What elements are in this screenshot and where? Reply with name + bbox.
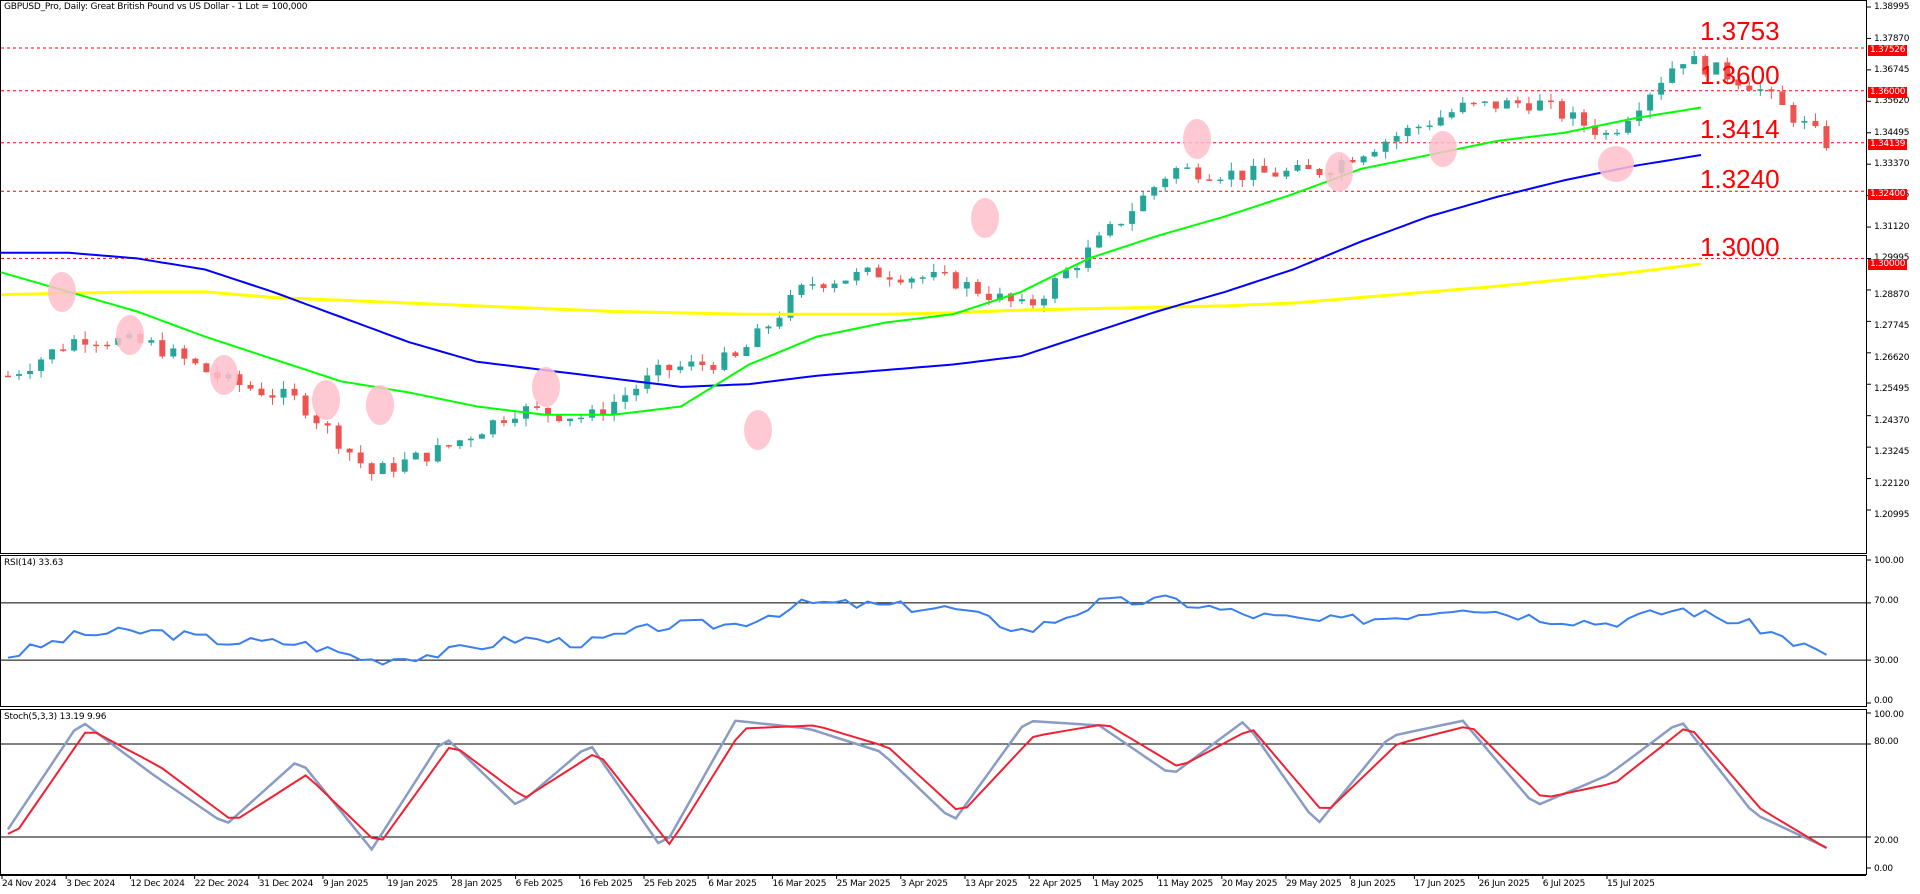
date-label: 19 Jan 2025	[387, 879, 438, 889]
date-label: 26 Jun 2025	[1478, 879, 1530, 889]
date-label: 24 Nov 2024	[2, 879, 57, 889]
date-label: 9 Jan 2025	[323, 879, 369, 889]
date-label: 3 Dec 2024	[66, 879, 115, 889]
rsi-tick: 100.00	[1874, 556, 1904, 566]
price-tick: 1.27745	[1874, 321, 1910, 331]
price-tick: 1.26620	[1874, 353, 1910, 363]
stoch-tick: 20.00	[1874, 836, 1899, 846]
level-label-1.3600: 1.3600	[1700, 60, 1780, 90]
stoch-canvas	[0, 709, 1871, 875]
rsi-tick: 30.00	[1874, 656, 1899, 666]
date-label: 25 Feb 2025	[644, 879, 697, 889]
date-label: 28 Jan 2025	[451, 879, 503, 889]
price-tick: 1.33370	[1874, 159, 1910, 169]
date-label: 16 Feb 2025	[579, 879, 633, 889]
price-chart-canvas	[0, 0, 1871, 554]
price-tick: 1.31120	[1874, 222, 1910, 232]
date-label: 20 May 2025	[1221, 879, 1278, 889]
level-price-tag: 1.30000	[1868, 259, 1908, 270]
level-label-1.3000: 1.3000	[1700, 232, 1780, 262]
price-tick: 1.37870	[1874, 34, 1910, 44]
price-tick: 1.22120	[1874, 479, 1910, 489]
price-tick: 1.23245	[1874, 447, 1910, 457]
stoch-pane[interactable]: Stoch(5,3,3) 13.19 9.96	[0, 709, 1920, 875]
price-tick: 1.36745	[1874, 65, 1910, 75]
date-label: 22 Dec 2024	[194, 879, 250, 889]
time-axis[interactable]: 24 Nov 2024 3 Dec 2024 12 Dec 2024 22 Dec 2…	[0, 875, 1920, 894]
level-label-1.3753: 1.3753	[1700, 16, 1780, 46]
level-price-tag: 1.32400	[1868, 189, 1908, 200]
date-label: 13 Apr 2025	[965, 879, 1018, 889]
price-tick: 1.20995	[1874, 510, 1910, 520]
date-label: 25 Mar 2025	[836, 879, 891, 889]
chart-title: GBPUSD_Pro, Daily: Great British Pound v…	[4, 2, 308, 12]
level-price-tag: 1.37526	[1868, 45, 1908, 56]
level-price-tag: 1.36000	[1868, 87, 1908, 98]
price-chart-pane[interactable]: GBPUSD_Pro, Daily: Great British Pound v…	[0, 0, 1920, 554]
date-label: 6 Mar 2025	[708, 879, 757, 889]
date-label: 22 Apr 2025	[1029, 879, 1082, 889]
date-label: 1 May 2025	[1093, 879, 1144, 889]
price-tick: 1.38995	[1874, 2, 1910, 12]
date-label: 17 Jun 2025	[1414, 879, 1466, 889]
date-label: 15 Jul 2025	[1607, 879, 1655, 889]
price-tick: 1.29995	[1874, 253, 1910, 263]
date-label: 12 Dec 2024	[130, 879, 185, 889]
price-tick: 1.34495	[1874, 128, 1910, 138]
rsi-pane[interactable]: RSI(14) 33.63	[0, 555, 1920, 707]
date-label: 3 Apr 2025	[900, 879, 948, 889]
rsi-canvas	[0, 555, 1871, 707]
stoch-tick: 0.00	[1874, 864, 1893, 874]
price-tick: 1.25495	[1874, 384, 1910, 394]
price-tick: 1.24370	[1874, 416, 1910, 426]
rsi-tick: 0.00	[1874, 696, 1893, 706]
stoch-tick: 80.00	[1874, 737, 1899, 747]
price-tick: 1.28870	[1874, 290, 1910, 300]
time-axis-ticks	[0, 875, 1866, 879]
date-label: 8 Jun 2025	[1350, 879, 1396, 889]
date-label: 31 Dec 2024	[258, 879, 314, 889]
stoch-tick: 100.00	[1874, 710, 1904, 720]
date-label: 29 May 2025	[1286, 879, 1342, 889]
date-label: 6 Feb 2025	[515, 879, 564, 889]
level-label-1.3240: 1.3240	[1700, 164, 1780, 194]
rsi-tick: 70.00	[1874, 596, 1899, 606]
date-label: 11 May 2025	[1157, 879, 1214, 889]
date-label: 16 Mar 2025	[772, 879, 827, 889]
level-price-tag: 1.34139	[1868, 139, 1908, 150]
stoch-label: Stoch(5,3,3) 13.19 9.96	[4, 712, 107, 722]
level-label-1.3414: 1.3414	[1700, 114, 1780, 144]
date-label: 6 Jul 2025	[1542, 879, 1586, 889]
price-tick: 1.35620	[1874, 96, 1910, 106]
rsi-label: RSI(14) 33.63	[4, 558, 64, 568]
